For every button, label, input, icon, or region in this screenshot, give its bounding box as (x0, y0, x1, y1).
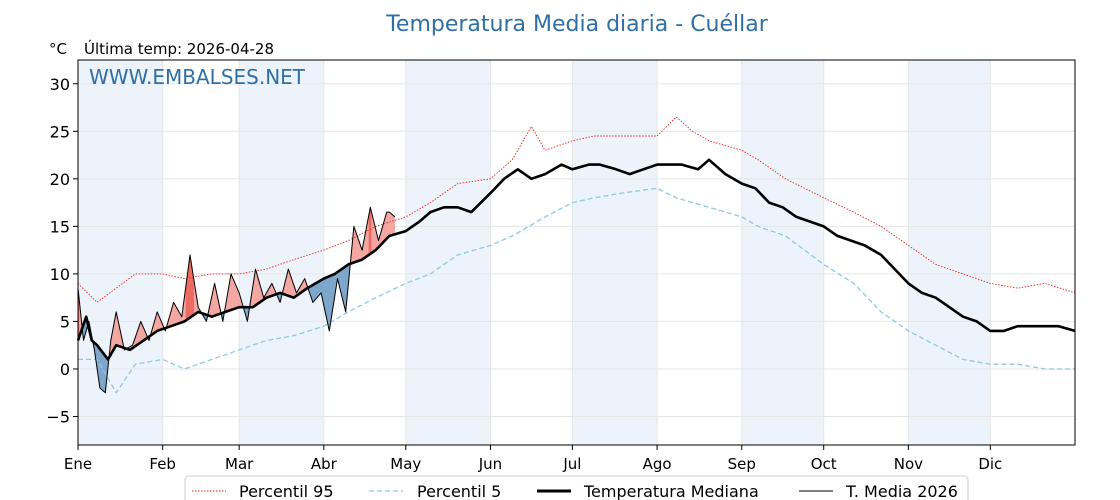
series-t-media-2026 (77, 206, 396, 394)
anomaly-above-fill (370, 207, 372, 255)
x-tick-label: Dic (978, 455, 1002, 473)
unit-label: °C (49, 40, 67, 58)
anomaly-below-fill (316, 281, 319, 299)
anomaly-above-fill (232, 276, 234, 310)
anomaly-below-fill (314, 283, 316, 302)
legend-label-median: Temperatura Mediana (583, 482, 759, 500)
anomaly-below-fill (101, 349, 103, 391)
anomaly-above-fill (233, 280, 236, 310)
x-tick-label: Sep (728, 455, 756, 473)
legend: Percentil 95 Percentil 5 Temperatura Med… (184, 475, 969, 500)
anomaly-above-fill (387, 211, 390, 238)
anomaly-above-fill (391, 214, 394, 236)
x-tick-label: Feb (149, 455, 176, 473)
y-tick-label: −5 (46, 407, 70, 426)
y-tick-label: 15 (50, 217, 70, 236)
legend-label-current: T. Media 2026 (845, 482, 958, 500)
x-tick-label: Oct (811, 455, 837, 473)
series-temperatura-mediana (76, 158, 1076, 361)
x-tick-label: May (390, 455, 421, 473)
legend-label-p95: Percentil 95 (239, 482, 334, 500)
y-tick-label: 20 (50, 170, 70, 189)
y-tick-label: 25 (50, 122, 70, 141)
series-lines (76, 116, 1076, 394)
month-shade-band (78, 60, 163, 445)
x-tick-label: Nov (894, 455, 923, 473)
anomaly-above-fill (353, 226, 356, 263)
month-shade-band (741, 60, 824, 445)
chart-title: Temperatura Media diaria - Cuéllar (385, 12, 769, 37)
series-percentil-95 (77, 116, 1076, 303)
x-tick-label: Ene (64, 455, 92, 473)
month-shade-band (908, 60, 991, 445)
y-tick-label: 30 (50, 75, 70, 94)
anomaly-above-fill (393, 215, 396, 235)
legend-box (184, 475, 969, 500)
legend-label-p5: Percentil 5 (417, 482, 501, 500)
y-tick-label: 5 (60, 312, 70, 331)
x-tick-label: Abr (311, 455, 338, 473)
anomaly-above-fill (390, 212, 393, 236)
last-temp-label: Última temp: 2026-04-28 (84, 39, 274, 58)
y-tick-label: 10 (50, 265, 70, 284)
anomaly-below-fill (315, 282, 318, 300)
x-tick-label: Ago (643, 455, 672, 473)
anomaly-below-fill (318, 280, 320, 297)
x-tick-label: Jul (562, 455, 581, 473)
anomaly-below-fill (312, 283, 315, 303)
x-tick-label: Jun (478, 455, 502, 473)
month-shade-band (239, 60, 324, 445)
y-tick-label: 0 (60, 360, 70, 379)
month-shade-band (405, 60, 491, 445)
x-tick-label: Mar (225, 455, 254, 473)
anomaly-below-fill (327, 275, 330, 331)
series-percentil-5 (78, 187, 1075, 394)
anomaly-above-fill (173, 301, 176, 326)
anomaly-below-fill (99, 348, 102, 390)
plot-frame (77, 59, 1076, 446)
anomaly-below-fill (319, 279, 322, 296)
x-axis: Ene Feb Mar Abr May Jun Jul Ago Sep Oct Nov Dic (64, 445, 1002, 473)
anomaly-above-fill (230, 273, 233, 311)
month-shading (78, 60, 991, 445)
anomaly-above-fill (386, 211, 389, 240)
month-shade-band (572, 60, 658, 445)
anomaly-above-fill (389, 211, 391, 237)
watermark: WWW.EMBALSES.NET (89, 65, 306, 89)
y-axis: −5 0 5 10 15 20 25 30 (46, 75, 78, 426)
